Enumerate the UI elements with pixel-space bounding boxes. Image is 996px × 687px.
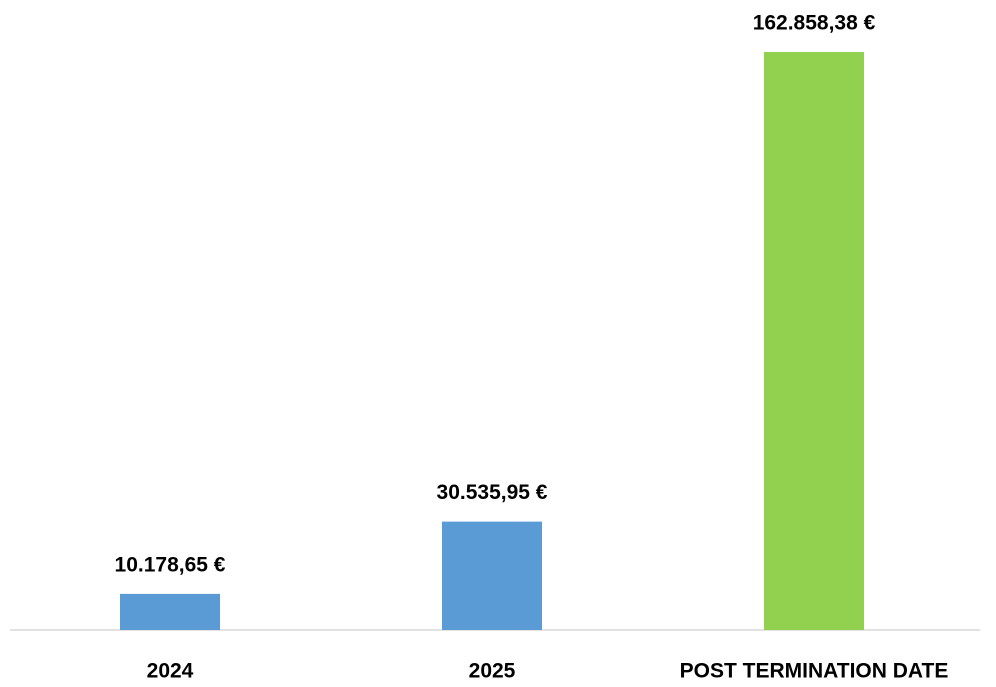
x-tick-label: 2024 [147, 660, 194, 683]
value-label: 30.535,95 € [437, 481, 548, 504]
x-tick-label: 2025 [469, 660, 516, 683]
bar [764, 52, 864, 630]
bar [442, 521, 542, 630]
bar [120, 593, 220, 630]
value-label: 10.178,65 € [115, 553, 226, 576]
value-label: 162.858,38 € [753, 12, 876, 35]
x-tick-label: POST TERMINATION DATE [680, 660, 949, 683]
